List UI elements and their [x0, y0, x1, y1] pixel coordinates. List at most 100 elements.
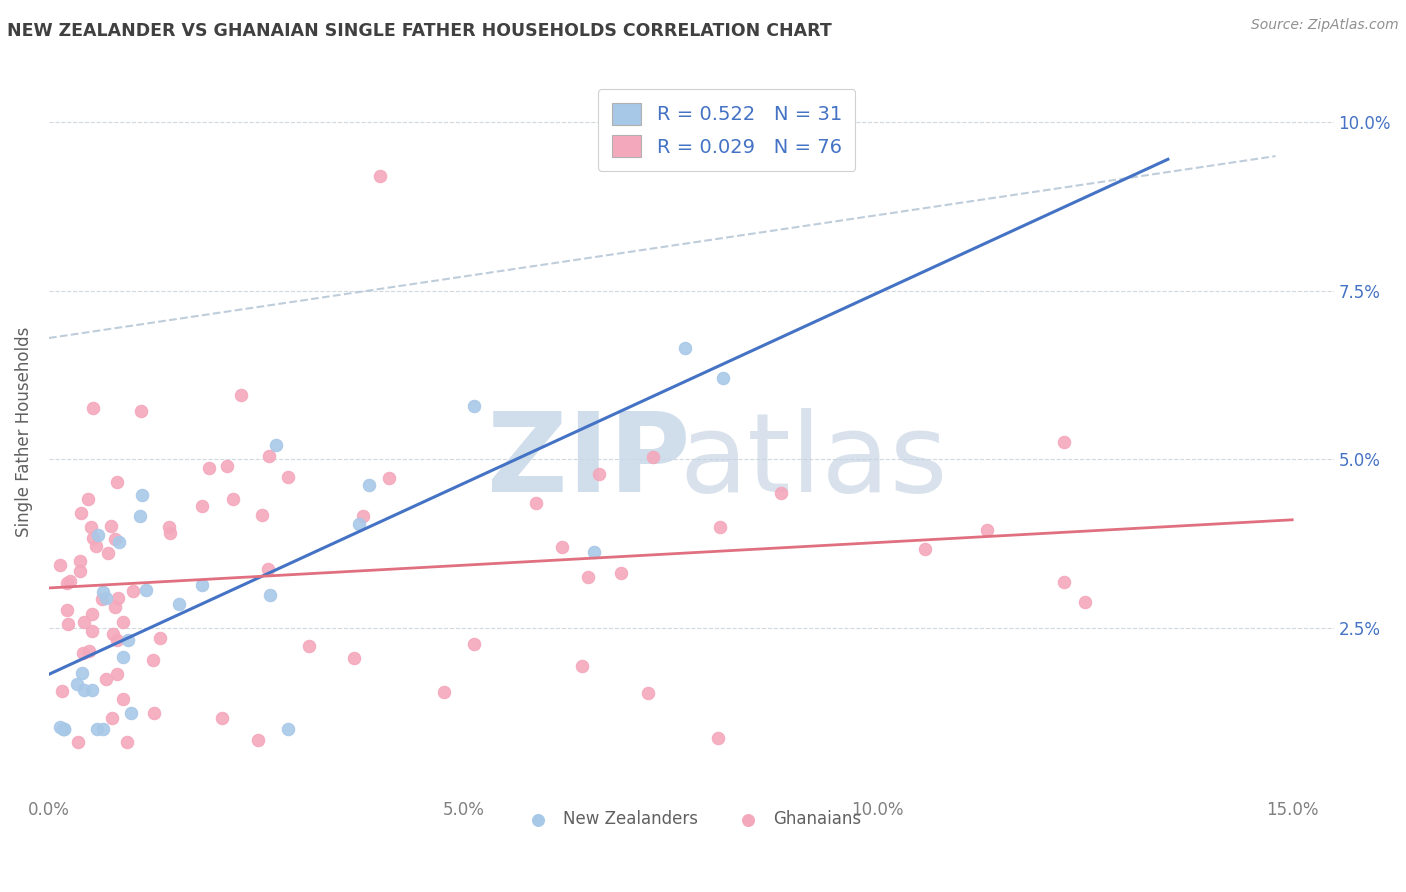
Point [169, 597, 191, 611]
Point [52, 722, 75, 736]
Point [52, 722, 75, 736]
Point [69, 554, 91, 568]
Point [610, 566, 633, 580]
Legend: New Zealanders, Ghanaians: New Zealanders, Ghanaians [515, 804, 868, 835]
Point [80, 607, 103, 621]
Point [91, 722, 114, 736]
Point [105, 632, 128, 647]
Point [298, 639, 321, 653]
Point [56, 575, 79, 590]
Point [117, 735, 139, 749]
Point [104, 532, 127, 546]
Y-axis label: Single Father Households: Single Father Households [15, 327, 32, 538]
Point [433, 685, 456, 699]
Text: Source: ZipAtlas.com: Source: ZipAtlas.com [1251, 18, 1399, 32]
Point [112, 615, 135, 629]
Point [80, 520, 103, 534]
Point [211, 711, 233, 725]
Point [914, 541, 936, 556]
Point [769, 486, 792, 500]
Point [73, 615, 96, 629]
Point [129, 508, 152, 523]
Point [53, 722, 76, 736]
Point [70, 506, 93, 520]
Point [135, 582, 157, 597]
Point [190, 499, 212, 513]
Point [72, 646, 94, 660]
Point [80, 624, 103, 639]
Point [80, 683, 103, 698]
Point [349, 516, 371, 531]
Point [122, 583, 145, 598]
Point [370, 169, 392, 184]
Point [105, 475, 128, 489]
Point [96, 672, 118, 686]
Point [56, 603, 79, 617]
Point [66, 735, 89, 749]
Point [112, 649, 135, 664]
Point [1053, 574, 1076, 589]
Point [976, 523, 998, 537]
Point [524, 496, 547, 510]
Point [352, 508, 374, 523]
Point [357, 478, 380, 492]
Point [87, 528, 110, 542]
Point [91, 592, 114, 607]
Text: atlas: atlas [679, 408, 948, 515]
Point [149, 631, 172, 645]
Point [191, 578, 214, 592]
Point [588, 467, 610, 482]
Point [51, 683, 73, 698]
Point [96, 591, 118, 605]
Point [711, 371, 734, 385]
Point [637, 686, 659, 700]
Point [643, 450, 665, 464]
Point [108, 535, 131, 549]
Point [277, 722, 299, 736]
Point [197, 461, 219, 475]
Point [571, 659, 593, 673]
Point [707, 731, 730, 745]
Point [264, 438, 287, 452]
Point [48, 720, 70, 734]
Point [101, 627, 124, 641]
Point [377, 471, 399, 485]
Point [250, 508, 273, 523]
Point [86, 722, 108, 736]
Point [709, 519, 731, 533]
Point [675, 342, 697, 356]
Text: ZIP: ZIP [486, 408, 690, 515]
Point [117, 633, 139, 648]
Point [551, 541, 574, 555]
Point [104, 599, 127, 614]
Point [576, 570, 599, 584]
Point [66, 677, 89, 691]
Point [1053, 435, 1076, 450]
Point [463, 637, 485, 651]
Point [142, 706, 165, 721]
Point [131, 488, 153, 502]
Point [259, 588, 281, 602]
Point [77, 492, 100, 507]
Point [111, 691, 134, 706]
Point [120, 706, 142, 720]
Point [100, 519, 122, 533]
Point [343, 650, 366, 665]
Point [84, 539, 107, 553]
Point [142, 653, 165, 667]
Point [77, 644, 100, 658]
Point [70, 665, 93, 680]
Point [229, 388, 252, 402]
Point [277, 470, 299, 484]
Point [91, 585, 114, 599]
Point [1073, 595, 1095, 609]
Point [129, 403, 152, 417]
Text: NEW ZEALANDER VS GHANAIAN SINGLE FATHER HOUSEHOLDS CORRELATION CHART: NEW ZEALANDER VS GHANAIAN SINGLE FATHER … [7, 22, 832, 40]
Point [107, 591, 129, 606]
Point [159, 525, 181, 540]
Point [69, 564, 91, 578]
Point [83, 401, 105, 416]
Point [72, 683, 94, 698]
Point [221, 492, 243, 507]
Point [58, 616, 80, 631]
